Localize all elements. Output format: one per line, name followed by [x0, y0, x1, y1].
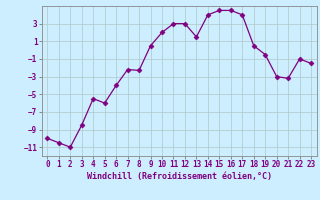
X-axis label: Windchill (Refroidissement éolien,°C): Windchill (Refroidissement éolien,°C) — [87, 172, 272, 181]
